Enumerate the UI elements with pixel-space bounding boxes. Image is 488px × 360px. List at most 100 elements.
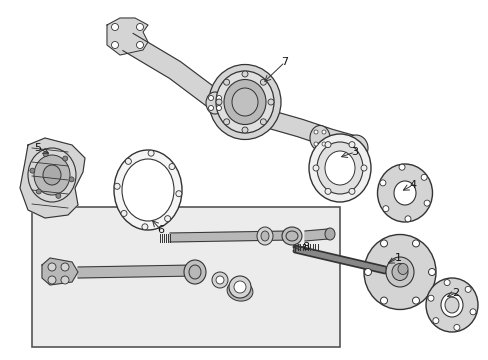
Circle shape bbox=[111, 23, 118, 31]
Circle shape bbox=[382, 206, 388, 212]
Ellipse shape bbox=[122, 159, 174, 221]
Circle shape bbox=[427, 295, 433, 301]
Ellipse shape bbox=[444, 297, 458, 313]
Circle shape bbox=[48, 263, 56, 271]
Text: 2: 2 bbox=[451, 288, 459, 298]
Ellipse shape bbox=[285, 231, 297, 241]
Circle shape bbox=[360, 165, 366, 171]
Circle shape bbox=[136, 41, 143, 49]
Circle shape bbox=[43, 152, 48, 157]
Ellipse shape bbox=[282, 227, 302, 245]
Ellipse shape bbox=[205, 92, 224, 114]
Circle shape bbox=[404, 216, 410, 222]
Ellipse shape bbox=[316, 142, 362, 194]
Circle shape bbox=[412, 297, 419, 304]
Polygon shape bbox=[305, 229, 327, 241]
Circle shape bbox=[312, 165, 318, 171]
Circle shape bbox=[56, 193, 61, 198]
Circle shape bbox=[427, 269, 435, 275]
Circle shape bbox=[114, 183, 120, 189]
Ellipse shape bbox=[397, 264, 407, 274]
Circle shape bbox=[313, 130, 317, 134]
Ellipse shape bbox=[212, 272, 227, 288]
Ellipse shape bbox=[183, 260, 205, 284]
Circle shape bbox=[380, 240, 386, 247]
Ellipse shape bbox=[216, 71, 273, 133]
Circle shape bbox=[208, 105, 213, 111]
Circle shape bbox=[208, 95, 213, 100]
Circle shape bbox=[216, 95, 221, 100]
Ellipse shape bbox=[43, 165, 61, 185]
Ellipse shape bbox=[114, 150, 182, 230]
Circle shape bbox=[379, 180, 385, 186]
Circle shape bbox=[223, 79, 229, 85]
Ellipse shape bbox=[234, 281, 245, 293]
Ellipse shape bbox=[34, 155, 70, 195]
Polygon shape bbox=[122, 33, 245, 126]
Text: 3: 3 bbox=[351, 147, 358, 157]
Circle shape bbox=[216, 99, 222, 105]
Ellipse shape bbox=[257, 227, 272, 245]
Circle shape bbox=[260, 79, 266, 85]
Polygon shape bbox=[262, 109, 357, 154]
Ellipse shape bbox=[308, 134, 370, 202]
Circle shape bbox=[321, 142, 325, 146]
Polygon shape bbox=[42, 258, 78, 285]
Ellipse shape bbox=[28, 148, 76, 202]
Circle shape bbox=[443, 280, 449, 285]
Ellipse shape bbox=[226, 281, 252, 301]
Text: 1: 1 bbox=[394, 253, 401, 263]
Ellipse shape bbox=[325, 228, 334, 240]
Circle shape bbox=[267, 99, 273, 105]
Circle shape bbox=[61, 276, 69, 284]
Circle shape bbox=[432, 318, 438, 324]
Circle shape bbox=[464, 286, 470, 292]
Polygon shape bbox=[20, 138, 85, 218]
Polygon shape bbox=[107, 18, 148, 55]
Ellipse shape bbox=[377, 164, 431, 222]
Ellipse shape bbox=[440, 293, 462, 317]
Circle shape bbox=[136, 23, 143, 31]
Text: 8: 8 bbox=[302, 242, 309, 252]
Circle shape bbox=[469, 309, 475, 315]
Text: 6: 6 bbox=[157, 225, 164, 235]
Circle shape bbox=[325, 141, 330, 148]
Ellipse shape bbox=[309, 126, 329, 150]
Polygon shape bbox=[78, 265, 195, 278]
Circle shape bbox=[398, 164, 404, 170]
Ellipse shape bbox=[208, 64, 281, 139]
Text: 5: 5 bbox=[35, 143, 41, 153]
Circle shape bbox=[148, 150, 154, 156]
Circle shape bbox=[348, 141, 354, 148]
Polygon shape bbox=[294, 247, 384, 272]
Circle shape bbox=[164, 216, 170, 222]
Circle shape bbox=[111, 41, 118, 49]
Circle shape bbox=[420, 174, 427, 180]
Ellipse shape bbox=[385, 257, 413, 287]
Circle shape bbox=[313, 142, 317, 146]
Circle shape bbox=[364, 269, 371, 275]
Circle shape bbox=[69, 177, 74, 182]
Text: 7: 7 bbox=[281, 57, 288, 67]
Circle shape bbox=[169, 163, 175, 170]
Circle shape bbox=[348, 188, 354, 194]
Circle shape bbox=[260, 119, 266, 125]
Circle shape bbox=[30, 168, 35, 173]
Circle shape bbox=[61, 263, 69, 271]
Circle shape bbox=[125, 158, 131, 165]
Ellipse shape bbox=[231, 88, 258, 116]
Text: 4: 4 bbox=[408, 180, 416, 190]
Circle shape bbox=[380, 297, 386, 304]
Ellipse shape bbox=[189, 265, 201, 279]
Circle shape bbox=[48, 276, 56, 284]
Ellipse shape bbox=[391, 264, 407, 280]
Bar bbox=[32, 207, 339, 347]
Ellipse shape bbox=[393, 181, 415, 205]
Ellipse shape bbox=[216, 276, 224, 284]
Circle shape bbox=[62, 156, 68, 161]
Ellipse shape bbox=[343, 135, 367, 161]
Ellipse shape bbox=[325, 151, 354, 185]
Circle shape bbox=[216, 105, 221, 111]
Circle shape bbox=[142, 224, 147, 230]
Ellipse shape bbox=[228, 276, 250, 298]
